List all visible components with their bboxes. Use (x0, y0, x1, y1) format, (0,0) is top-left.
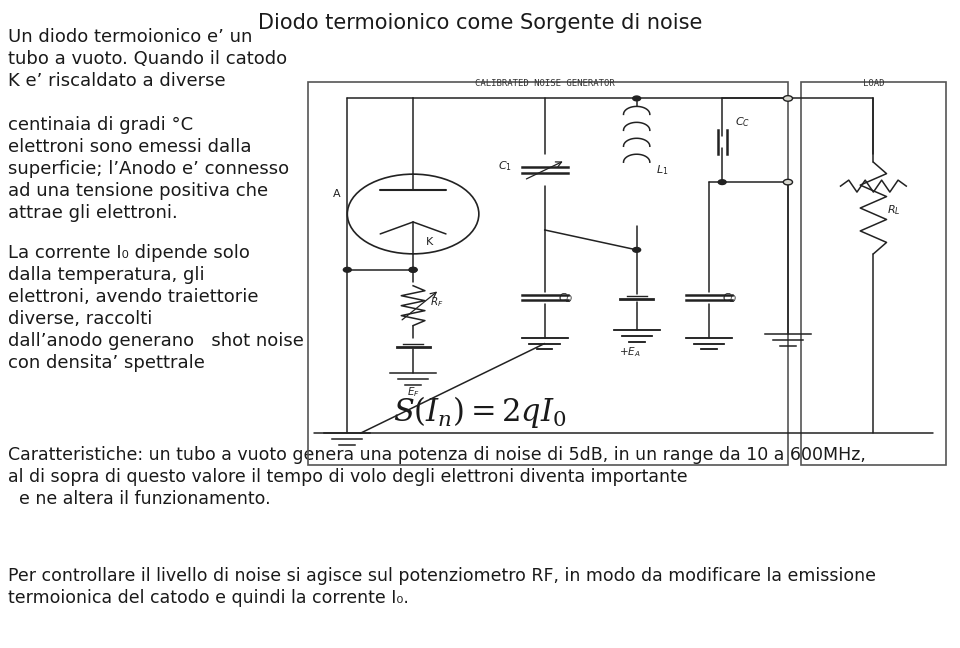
Text: con densita’ spettrale: con densita’ spettrale (8, 354, 204, 372)
Text: dall’anodo generano   shot noise: dall’anodo generano shot noise (8, 332, 304, 350)
Text: al di sopra di questo valore il tempo di volo degli elettroni diventa importante: al di sopra di questo valore il tempo di… (8, 468, 687, 486)
Circle shape (783, 179, 793, 185)
Bar (308, 82, 788, 465)
Text: $R_F$: $R_F$ (429, 295, 443, 308)
Text: Per controllare il livello di noise si agisce sul potenziometro RF, in modo da m: Per controllare il livello di noise si a… (8, 567, 876, 585)
Text: Diodo termoionico come Sorgente di noise: Diodo termoionico come Sorgente di noise (258, 13, 702, 33)
Text: Caratteristiche: un tubo a vuoto genera una potenza di noise di 5dB, in un range: Caratteristiche: un tubo a vuoto genera … (8, 446, 866, 464)
Text: elettroni, avendo traiettorie: elettroni, avendo traiettorie (8, 288, 258, 306)
Text: $C_D$: $C_D$ (722, 291, 737, 305)
Text: $L_1$: $L_1$ (657, 163, 669, 177)
Circle shape (633, 248, 640, 252)
Text: ad una tensione positiva che: ad una tensione positiva che (8, 182, 268, 200)
Circle shape (783, 96, 793, 101)
Circle shape (344, 268, 351, 272)
Text: e ne altera il funzionamento.: e ne altera il funzionamento. (8, 490, 271, 508)
Text: K e’ riscaldato a diverse: K e’ riscaldato a diverse (8, 72, 226, 90)
Circle shape (718, 179, 726, 185)
Text: K: K (426, 237, 434, 247)
Text: $E_F$: $E_F$ (407, 386, 420, 399)
Text: A: A (333, 189, 341, 199)
Text: attrae gli elettroni.: attrae gli elettroni. (8, 204, 178, 222)
Text: LOAD: LOAD (863, 78, 884, 87)
Text: CALIBRATED NOISE GENERATOR: CALIBRATED NOISE GENERATOR (475, 78, 614, 87)
Text: Un diodo termoionico e’ un: Un diodo termoionico e’ un (8, 28, 252, 46)
Text: $+E_A$: $+E_A$ (619, 345, 641, 359)
Circle shape (633, 96, 640, 101)
Text: $R_L$: $R_L$ (886, 203, 900, 217)
Text: centinaia di gradi °C: centinaia di gradi °C (8, 116, 193, 134)
Circle shape (409, 268, 417, 272)
Bar (801, 82, 946, 465)
Text: $S(I_n) = 2qI_0$: $S(I_n) = 2qI_0$ (394, 394, 566, 430)
Text: La corrente I₀ dipende solo: La corrente I₀ dipende solo (8, 244, 250, 262)
Text: $C_1$: $C_1$ (498, 159, 512, 173)
Text: diverse, raccolti: diverse, raccolti (8, 310, 153, 328)
Text: tubo a vuoto. Quando il catodo: tubo a vuoto. Quando il catodo (8, 50, 287, 68)
Text: $C_D$: $C_D$ (558, 291, 573, 305)
Circle shape (409, 268, 417, 272)
Text: superficie; l’Anodo e’ connesso: superficie; l’Anodo e’ connesso (8, 160, 289, 178)
Text: elettroni sono emessi dalla: elettroni sono emessi dalla (8, 138, 252, 156)
Text: $C_C$: $C_C$ (735, 115, 751, 129)
Text: termoionica del catodo e quindi la corrente I₀.: termoionica del catodo e quindi la corre… (8, 589, 409, 607)
Text: dalla temperatura, gli: dalla temperatura, gli (8, 266, 204, 284)
